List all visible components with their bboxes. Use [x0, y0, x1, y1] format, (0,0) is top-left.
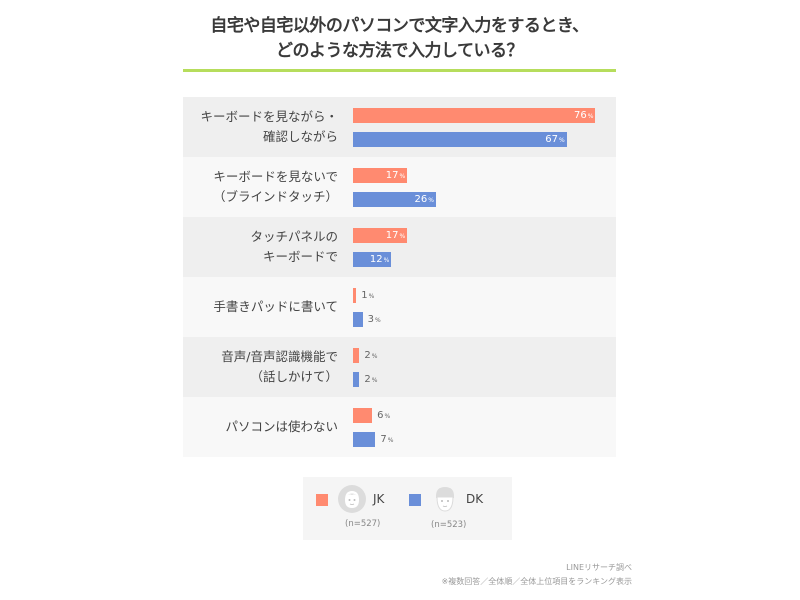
- jk-value-label: 17%: [353, 228, 405, 243]
- dk-bar: [353, 372, 360, 387]
- legend: JK (n=527) DK (n=523): [303, 477, 512, 540]
- dk-value-label: 3%: [368, 312, 381, 327]
- percent-sign: %: [559, 137, 565, 144]
- row-label: キーボードを見ながら・ 確認しながら: [200, 97, 338, 157]
- row-label-line1: タッチパネルの: [250, 229, 338, 244]
- chart-title-line1: 自宅や自宅以外のパソコンで文字入力をするとき、: [210, 16, 589, 36]
- jk-legend-swatch: [316, 494, 328, 506]
- row-label-line2: 確認しながら: [262, 129, 338, 144]
- dk-legend-swatch: [409, 494, 421, 506]
- jk-bar: [353, 168, 408, 183]
- chart-row: 手書きパッドに書いて 1% 3%: [183, 277, 616, 337]
- jk-bar: [353, 408, 373, 423]
- jk-bar: [353, 108, 596, 123]
- dk-bar: [353, 192, 436, 207]
- value-number: 76: [574, 110, 587, 121]
- value-number: 1: [361, 290, 368, 301]
- dk-value-label: 2%: [364, 372, 377, 387]
- dk-value-label: 67%: [353, 132, 565, 147]
- row-label-line1: パソコンは使わない: [225, 419, 338, 434]
- percent-sign: %: [374, 317, 381, 324]
- value-number: 6: [377, 410, 384, 421]
- chart-panel: キーボードを見ながら・ 確認しながら 76% 67% キーボードを見ないで （ブ…: [183, 97, 616, 457]
- dk-bar: [353, 132, 567, 147]
- percent-sign: %: [387, 437, 394, 444]
- jk-value-label: 6%: [377, 408, 390, 423]
- jk-bar: [353, 228, 408, 243]
- chart-row: タッチパネルの キーボードで 17% 12%: [183, 217, 616, 277]
- chart-row: パソコンは使わない 6% 7%: [183, 397, 616, 457]
- jk-legend-label: JK: [373, 492, 385, 506]
- percent-sign: %: [428, 197, 434, 204]
- row-label-line2: キーボードで: [262, 249, 338, 264]
- percent-sign: %: [371, 377, 378, 384]
- jk-value-label: 1%: [361, 288, 374, 303]
- row-label-line1: キーボードを見ないで: [213, 169, 338, 184]
- source-credit: LINEリサーチ調べ: [566, 563, 632, 572]
- value-number: 12: [369, 254, 383, 265]
- dk-value-label: 7%: [380, 432, 393, 447]
- dk-sample-size: (n=523): [431, 520, 467, 530]
- percent-sign: %: [399, 173, 406, 180]
- row-label: タッチパネルの キーボードで: [250, 217, 338, 277]
- boy-face-icon: [436, 487, 454, 512]
- value-number: 2: [364, 374, 371, 385]
- dk-legend-label: DK: [466, 492, 484, 506]
- jk-bar: [353, 348, 360, 363]
- row-label: 手書きパッドに書いて: [213, 277, 338, 337]
- row-label: キーボードを見ないで （ブラインドタッチ）: [213, 157, 338, 217]
- row-label-line2: （話しかけて）: [250, 369, 338, 384]
- chart-row: 音声/音声認識機能で （話しかけて） 2% 2%: [183, 337, 616, 397]
- jk-bar: [353, 288, 357, 303]
- percent-sign: %: [383, 257, 390, 264]
- value-number: 3: [367, 314, 374, 325]
- dk-bar: [353, 252, 392, 267]
- chart-row: キーボードを見ないで （ブラインドタッチ） 17% 26%: [183, 157, 616, 217]
- jk-value-label: 2%: [364, 348, 377, 363]
- dk-value-label: 26%: [353, 192, 434, 207]
- row-label-line1: 音声/音声認識機能で: [221, 349, 338, 364]
- title-underline: [183, 69, 616, 72]
- value-number: 17: [385, 230, 399, 241]
- row-label-line1: キーボードを見ながら・: [200, 109, 338, 124]
- percent-sign: %: [587, 113, 594, 120]
- percent-sign: %: [371, 353, 378, 360]
- percent-sign: %: [368, 293, 375, 300]
- percent-sign: %: [384, 413, 391, 420]
- row-label: パソコンは使わない: [225, 397, 338, 457]
- dk-value-label: 12%: [353, 252, 389, 267]
- chart-title: 自宅や自宅以外のパソコンで文字入力をするとき、 どのような方法で入力している？: [183, 14, 616, 64]
- value-number: 2: [364, 350, 371, 361]
- jk-value-label: 17%: [353, 168, 405, 183]
- jk-value-label: 76%: [353, 108, 593, 123]
- percent-sign: %: [399, 233, 406, 240]
- row-label-line1: 手書きパッドに書いて: [213, 299, 338, 314]
- value-number: 17: [385, 170, 399, 181]
- value-number: 26: [414, 194, 428, 205]
- girl-face-icon: [338, 485, 366, 513]
- dk-bar: [353, 312, 363, 327]
- row-label-line2: （ブラインドタッチ）: [212, 189, 338, 204]
- footnote: ※複数回答／全体順／全体上位項目をランキング表示: [441, 577, 632, 586]
- value-number: 67: [545, 134, 559, 145]
- jk-sample-size: (n=527): [345, 519, 381, 529]
- row-label: 音声/音声認識機能で （話しかけて）: [221, 337, 338, 397]
- dk-bar: [353, 432, 376, 447]
- value-number: 7: [380, 434, 387, 445]
- chart-title-line2: どのような方法で入力している？: [276, 41, 524, 61]
- chart-row: キーボードを見ながら・ 確認しながら 76% 67%: [183, 97, 616, 157]
